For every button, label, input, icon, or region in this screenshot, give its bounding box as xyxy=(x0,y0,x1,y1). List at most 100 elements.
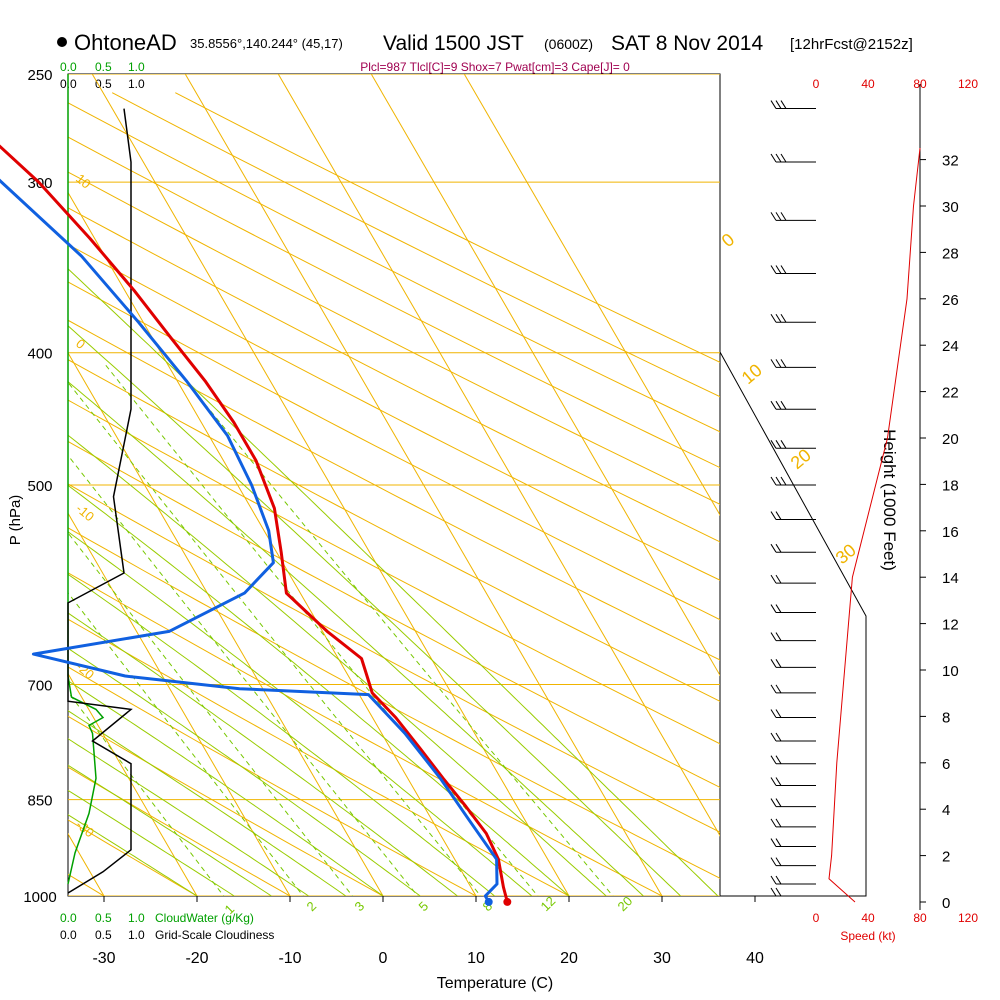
dry-adiabat-line xyxy=(68,102,720,433)
isotherm-line xyxy=(370,74,720,677)
wind-barb-feather xyxy=(775,511,782,520)
wind-barb-feather xyxy=(775,857,782,866)
dry-adiabat-line xyxy=(68,766,292,896)
temperature-tick-label: -30 xyxy=(92,950,115,967)
mixing-ratio-label: 3 xyxy=(352,898,368,914)
wind-barb-feather xyxy=(770,709,777,718)
pressure-tick-label: 850 xyxy=(27,793,52,810)
dry-adiabat-line xyxy=(68,819,199,896)
wind-barb-feather xyxy=(780,314,787,323)
cloudwater-profile xyxy=(67,74,105,885)
temperature-tick-label: 40 xyxy=(746,950,764,967)
wind-barb-feather xyxy=(770,212,777,221)
height-tick-label: 26 xyxy=(942,292,959,309)
cloudwater-scale-bottom-2: 1.0 xyxy=(128,911,145,925)
surface-temperature-dot xyxy=(503,897,512,906)
isotherm-line xyxy=(68,351,384,896)
wind-barb-feather xyxy=(775,709,782,718)
dry-adiabat-line xyxy=(68,319,720,661)
height-tick-label: 4 xyxy=(942,802,950,819)
isotherm-line xyxy=(0,74,17,907)
wind-barb-feather xyxy=(770,543,777,553)
temperature-profile xyxy=(0,144,509,903)
cloudiness-scale-top-1: 0.5 xyxy=(95,77,112,91)
wind-barb-feather xyxy=(775,265,782,274)
pressure-tick-label: 250 xyxy=(27,67,52,84)
isotherm-line xyxy=(68,512,291,896)
moist-adiabat-line xyxy=(68,738,309,896)
isotherm-line xyxy=(463,74,720,516)
speed-tick-label-bottom: 40 xyxy=(861,911,875,925)
speed-tick-label-bottom: 120 xyxy=(958,911,978,925)
wind-barb-feather xyxy=(775,818,782,828)
wind-barb xyxy=(770,857,816,867)
pressure-tick-label: 700 xyxy=(27,678,52,695)
wind-barb xyxy=(770,100,816,110)
moist-adiabat-label: 10 xyxy=(738,360,766,388)
dry-adiabat-line xyxy=(111,92,720,398)
wind-barb-feather xyxy=(775,604,782,613)
wind-barb-feather xyxy=(780,359,787,368)
wind-barb-feather xyxy=(780,212,787,221)
wind-barb-feather xyxy=(775,875,782,885)
plot-area xyxy=(0,74,720,907)
valid-date: SAT 8 Nov 2014 xyxy=(611,32,763,55)
dry-adiabat-line xyxy=(68,171,720,505)
wind-barb-feather xyxy=(775,798,782,807)
wind-barb-feather xyxy=(770,798,777,807)
moist-adiabat-line xyxy=(68,268,719,896)
moist-adiabat-line xyxy=(68,381,644,896)
wind-barb xyxy=(770,511,816,521)
wind-barb-feather xyxy=(770,857,777,866)
wind-barb xyxy=(770,400,816,410)
wind-barb-feather xyxy=(770,887,777,897)
cloudiness-label: Grid-Scale Cloudiness xyxy=(155,928,274,942)
wind-barb-feather xyxy=(770,153,777,163)
speed-tick-label-top: 40 xyxy=(861,77,875,91)
wind-barb-feather xyxy=(775,153,782,163)
wind-barb-feather xyxy=(780,400,787,410)
wind-barb-feather xyxy=(770,755,777,764)
dewpoint-profile xyxy=(0,178,499,903)
wind-barb-feather xyxy=(775,440,782,449)
dry-adiabat-line xyxy=(68,359,720,702)
wind-barb-feather xyxy=(775,755,782,764)
wind-barb-feather xyxy=(775,838,782,847)
dry-adiabat-line xyxy=(68,243,720,581)
pressure-tick-label: 1000 xyxy=(23,889,56,906)
moist-adiabat-line xyxy=(68,325,681,896)
temperature-tick-label: 20 xyxy=(560,950,578,967)
height-tick-label: 8 xyxy=(942,709,950,726)
height-tick-label: 12 xyxy=(942,617,959,634)
dry-adiabat-line xyxy=(68,281,720,621)
wind-barb xyxy=(770,632,816,642)
frames xyxy=(67,73,921,910)
wind-barb-feather xyxy=(775,887,782,897)
moist-adiabat-line xyxy=(68,814,198,896)
dry-adiabat-label: 10 xyxy=(73,171,94,192)
cloudwater-scale-top-1: 0.5 xyxy=(95,60,112,74)
dry-adiabat-line xyxy=(68,666,478,896)
wind-barb-feather xyxy=(770,659,777,668)
left-panel-scales: 0.0 0.5 1.0 0.0 0.5 1.0 0.0 0.5 1.0 Clou… xyxy=(60,60,274,942)
cloudwater-scale-top-0: 0.0 xyxy=(60,60,77,74)
dry-adiabat-label: -20 xyxy=(73,659,97,683)
station-marker-icon xyxy=(57,37,67,47)
dry-adiabat-line xyxy=(175,92,720,363)
moist-adiabat-line xyxy=(68,573,495,896)
surface-dewpoint-dot xyxy=(484,897,493,906)
wind-barb xyxy=(770,684,816,694)
wind-barb-feather xyxy=(770,875,777,885)
speed-tick-label-bottom: 80 xyxy=(913,911,927,925)
wind-barb-feather xyxy=(775,574,782,584)
temperature-tick-label: 30 xyxy=(653,950,671,967)
pressure-tick-label: 500 xyxy=(27,478,52,495)
wind-barb-feather xyxy=(780,153,787,163)
cloudwater-scale-bottom-0: 0.0 xyxy=(60,911,77,925)
stability-indices: Plcl=987 Tlcl[C]=9 Shox=7 Pwat[cm]=3 Cap… xyxy=(360,60,630,74)
wind-barb xyxy=(770,818,816,828)
mixing-ratio-label: 5 xyxy=(416,898,432,914)
wind-barb xyxy=(770,265,816,275)
moist-adiabat-line xyxy=(68,789,235,896)
